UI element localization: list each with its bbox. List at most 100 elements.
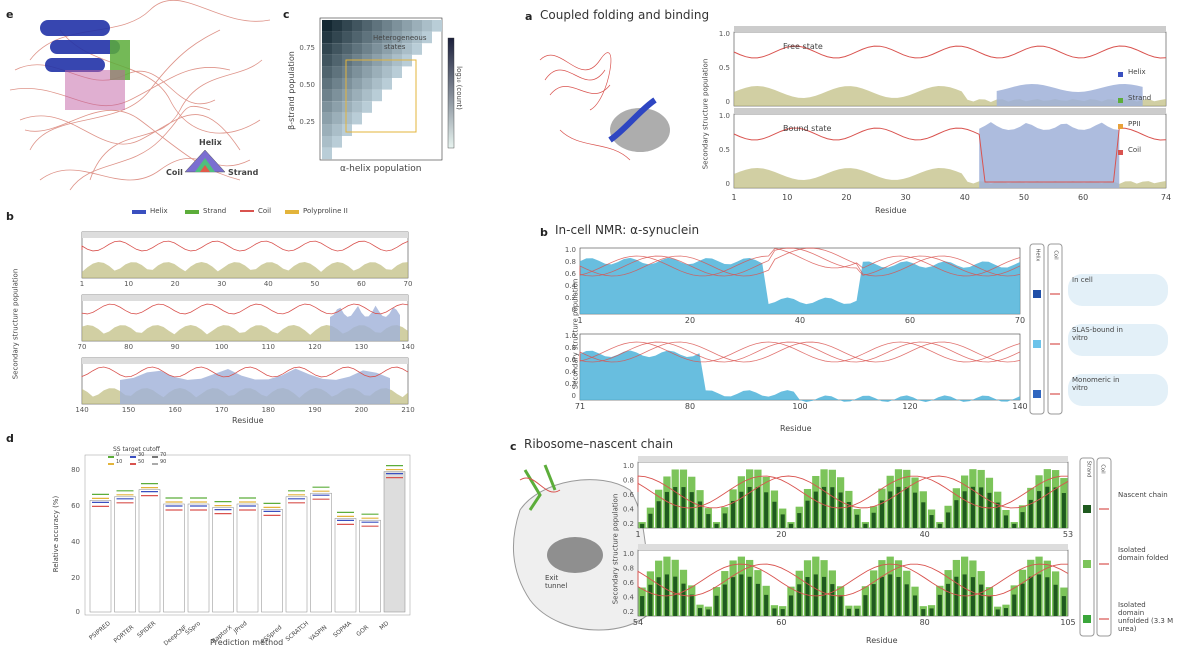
rc-bar-nascent [1028, 499, 1033, 528]
rc-bar-nascent [1003, 608, 1009, 616]
rc-bar-folded [845, 605, 853, 616]
rc-bar-nascent [681, 583, 686, 616]
rc-bar-nascent [871, 512, 876, 528]
rc-bar-folded [721, 507, 729, 528]
rb-coil-line [579, 341, 1021, 363]
rc-bar-nascent [697, 501, 703, 528]
rc-xtick: 105 [1060, 618, 1075, 627]
rc-bar-folded [663, 476, 671, 528]
exit-tunnel-label: Exit tunnel [545, 574, 568, 590]
protein-ensemble-render [9, 0, 271, 191]
heatmap-cell [362, 66, 372, 78]
accuracy-bar [383, 471, 406, 613]
rc-bar-nascent [731, 577, 736, 616]
rc-key-swatch [1083, 560, 1091, 568]
heatmap-cell [362, 43, 372, 55]
rc-coil-line [637, 475, 1069, 509]
rc-bar-nascent [863, 523, 868, 528]
rc-bar-nascent [863, 595, 868, 616]
rb-condition-label: SLAS-bound in vitro [1072, 326, 1123, 342]
rc-bar-nascent [821, 576, 827, 616]
rc-bar-nascent [739, 574, 744, 616]
heatmap-cell [342, 54, 352, 67]
rc-bar-folded [646, 507, 655, 528]
heatmap-cell [342, 43, 352, 55]
rc-bar-nascent [1020, 512, 1025, 528]
rc-bar-nascent [656, 577, 661, 616]
rc-bar-folded [1027, 559, 1035, 616]
rb-coil-line [579, 247, 1021, 277]
rc-bar-folded [1018, 505, 1027, 528]
heatmap-cell [382, 78, 392, 90]
d-ytick-0: 0 [76, 608, 80, 616]
rc-bar-folded [861, 586, 870, 616]
a-xtick: 10 [782, 193, 792, 202]
rc-bar-folded [886, 475, 894, 528]
rc-bar-folded [1051, 571, 1060, 616]
accuracy-bar [334, 518, 357, 613]
rc-bar-folded [911, 586, 919, 616]
rb-helix-area [580, 350, 1020, 402]
rc-bar-folded [671, 469, 679, 528]
rc-bar-folded [1002, 509, 1010, 528]
heatmap-cell [322, 89, 332, 102]
heatmap-cell [372, 20, 382, 32]
heatmap-ylabel: β-strand population [286, 51, 296, 130]
rc-bar-nascent [1053, 584, 1058, 616]
heatmap-cell [382, 54, 392, 67]
accuracy-bar [138, 489, 161, 613]
rc-bar-folded [919, 606, 927, 616]
d-method-label: MD [378, 620, 391, 632]
heatmap-cell [332, 89, 342, 102]
heatmap-cell [392, 20, 402, 32]
heatmap-cell [402, 20, 412, 32]
ss-xtick: 20 [171, 280, 180, 288]
rc-bar-nascent [664, 491, 670, 528]
a-legend-swatch [1118, 124, 1123, 129]
d-legend-item: 10 [116, 459, 123, 465]
ss-xtick: 60 [357, 280, 366, 288]
a-ytick: 0.5 [719, 64, 730, 72]
rc-bar-nascent [888, 574, 893, 616]
rb-coil-line [579, 341, 1021, 363]
rb-row-frame [579, 247, 1021, 315]
d-legend-swatch [152, 456, 158, 458]
heatmap-cell [412, 20, 422, 32]
rc-bar-nascent [987, 492, 992, 528]
rc-bar-nascent [995, 609, 1000, 616]
rc-bar-nascent [1061, 596, 1066, 616]
ss-row-frame [81, 357, 409, 405]
ss-xtick: 30 [217, 280, 226, 288]
accuracy-bar [359, 519, 381, 613]
rc-bar-nascent [1045, 577, 1050, 616]
rc-bar-nascent [697, 608, 703, 616]
rc-xtick: 60 [776, 618, 786, 627]
rc-xtick: 20 [776, 530, 786, 539]
a-legend-swatch [1118, 72, 1123, 77]
rc-bar-folded [655, 560, 663, 616]
heatmap-annotation-line1: Heterogeneous [373, 34, 427, 42]
rc-bar-nascent [846, 608, 851, 616]
rc-bar-nascent [747, 576, 752, 616]
heatmap-cell [362, 54, 372, 67]
heatmap-cell [362, 78, 372, 90]
heatmap-cell [372, 66, 382, 78]
rc-ytick: 0.2 [623, 608, 634, 616]
rc-bar-nascent [731, 500, 736, 528]
a-legend-item: Coil [1128, 146, 1142, 154]
a-ytick: 0 [726, 98, 730, 106]
rc-bar-folded [770, 490, 779, 528]
heatmap-cell [352, 43, 362, 55]
rc-bar-folded [737, 476, 745, 528]
a-xtick: 40 [960, 193, 970, 202]
heatmap-cell [372, 43, 382, 55]
rb-ytick: 0.6 [565, 270, 577, 278]
panel-rc-rows: 1.00.80.60.40.21 20 40 531.00.80.60.40.254 6… [623, 456, 1112, 637]
accuracy-bar [114, 496, 136, 613]
rc-ytick: 0.4 [623, 594, 635, 602]
rc-ytick: 0.4 [623, 506, 635, 514]
ss-helix-area [330, 305, 400, 341]
rc-bar-nascent [714, 523, 719, 528]
